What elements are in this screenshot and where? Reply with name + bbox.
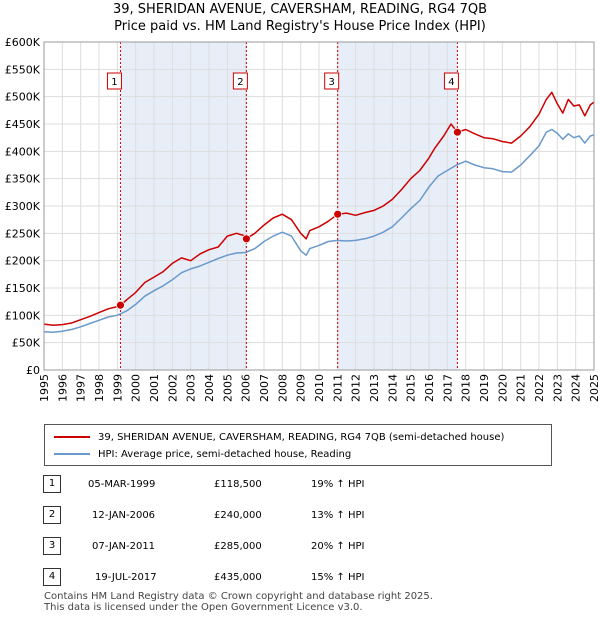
chart-title-line2: Price paid vs. HM Land Registry's House … xyxy=(114,19,486,34)
x-tick-label: 2005 xyxy=(221,374,234,402)
y-tick-label: £0 xyxy=(26,364,40,377)
x-tick-label: 1997 xyxy=(75,374,88,402)
transaction-number: 3 xyxy=(43,537,61,555)
x-tick-label: 2014 xyxy=(386,374,399,402)
transaction-price: £435,000 xyxy=(214,572,262,583)
sale-point xyxy=(333,209,343,219)
hpi-line xyxy=(43,128,595,334)
x-tick-label: 2022 xyxy=(533,374,546,402)
x-tick-label: 2016 xyxy=(423,374,436,402)
transaction-row: 4 19-JUL-2017 £435,000 15% ↑ HPI xyxy=(0,568,600,590)
transaction-date: 05-MAR-1999 xyxy=(88,479,156,490)
x-tick-label: 2012 xyxy=(350,374,363,402)
transaction-number: 4 xyxy=(43,568,61,586)
sale-marker-box xyxy=(232,72,248,90)
y-tick-label: £150K xyxy=(5,282,41,295)
y-tick-label: £350K xyxy=(5,173,41,186)
x-tick-label: 2002 xyxy=(166,374,179,402)
x-tick-label: 1995 xyxy=(38,374,51,402)
x-tick-label: 2024 xyxy=(570,374,583,402)
sale-marker-label: 1 xyxy=(111,77,117,88)
x-tick-label: 1998 xyxy=(93,374,106,402)
x-tick-label: 1996 xyxy=(56,374,69,402)
transaction-date: 19-JUL-2017 xyxy=(95,572,157,583)
legend-swatch-property xyxy=(54,436,90,438)
y-tick-label: £550K xyxy=(5,63,41,76)
transaction-price: £285,000 xyxy=(214,541,262,552)
x-tick-label: 2020 xyxy=(496,374,509,402)
x-tick-label: 2001 xyxy=(148,374,161,402)
x-tick-label: 2011 xyxy=(331,374,344,402)
x-tick-label: 2025 xyxy=(588,374,600,402)
plot-frame xyxy=(43,41,595,371)
x-tick-label: 2021 xyxy=(515,374,528,402)
x-tick-label: 2007 xyxy=(258,374,271,402)
transaction-date: 07-JAN-2011 xyxy=(92,541,156,552)
sale-marker-box xyxy=(324,72,340,90)
x-tick-label: 2008 xyxy=(276,374,289,402)
chart-title-line1: 39, SHERIDAN AVENUE, CAVERSHAM, READING,… xyxy=(113,2,487,17)
transaction-price: £118,500 xyxy=(214,479,262,490)
footer-licence: This data is licensed under the Open Gov… xyxy=(44,602,363,613)
legend-item-hpi: HPI: Average price, semi-detached house,… xyxy=(45,446,351,462)
x-tick-label: 2010 xyxy=(313,374,326,402)
transaction-number: 1 xyxy=(43,475,61,493)
price-chart: 1 2 3 4 £0 £50K £100K £150K £200K £250K £300K £350… xyxy=(5,36,600,402)
legend-item-property: 39, SHERIDAN AVENUE, CAVERSHAM, READING,… xyxy=(45,429,504,445)
transaction-hpi: 13% ↑ HPI xyxy=(311,510,365,521)
x-tick-label: 2009 xyxy=(295,374,308,402)
sale-point xyxy=(453,127,462,137)
sale-marker-label: 2 xyxy=(237,77,243,88)
x-tick-label: 2018 xyxy=(460,374,473,402)
transaction-hpi: 20% ↑ HPI xyxy=(311,541,365,552)
sale-marker-label: 4 xyxy=(448,77,454,88)
footer-copyright: Contains HM Land Registry data © Crown c… xyxy=(44,591,433,602)
transaction-number: 2 xyxy=(43,506,61,524)
x-tick-label: 2017 xyxy=(441,374,454,402)
legend-label-property: 39, SHERIDAN AVENUE, CAVERSHAM, READING,… xyxy=(98,431,505,443)
transaction-row: 2 12-JAN-2006 £240,000 13% ↑ HPI xyxy=(0,506,600,528)
transaction-hpi: 15% ↑ HPI xyxy=(311,572,365,583)
sale-marker-box xyxy=(106,72,122,90)
y-tick-label: £100K xyxy=(5,309,41,322)
x-tick-label: 2023 xyxy=(551,374,564,402)
transaction-hpi: 19% ↑ HPI xyxy=(311,479,365,490)
x-tick-label: 2013 xyxy=(368,374,381,402)
transaction-date: 12-JAN-2006 xyxy=(92,510,156,521)
y-tick-label: £200K xyxy=(5,255,41,268)
y-tick-label: £600K xyxy=(5,36,41,49)
y-tick-label: £50K xyxy=(12,337,41,350)
y-tick-label: £300K xyxy=(5,200,41,213)
x-tick-label: 2003 xyxy=(185,374,198,402)
y-tick-label: £500K xyxy=(5,91,41,104)
sale-marker-box xyxy=(443,72,459,90)
y-tick-label: £400K xyxy=(5,145,41,158)
transaction-price: £240,000 xyxy=(214,510,262,521)
x-tick-label: 2019 xyxy=(478,374,491,402)
x-tick-label: 2000 xyxy=(130,374,143,402)
transaction-row: 1 05-MAR-1999 £118,500 19% ↑ HPI xyxy=(0,475,600,497)
legend-swatch-hpi xyxy=(54,453,90,455)
sale-marker-label: 3 xyxy=(329,77,335,88)
sale-point xyxy=(241,234,251,244)
property-price-line xyxy=(43,91,595,326)
x-tick-label: 2004 xyxy=(203,374,216,402)
chart-legend: 39, SHERIDAN AVENUE, CAVERSHAM, READING,… xyxy=(44,424,552,466)
x-tick-label: 2006 xyxy=(240,374,253,402)
x-tick-label: 2015 xyxy=(405,374,418,402)
sale-point xyxy=(116,300,125,310)
x-tick-label: 1999 xyxy=(111,374,124,402)
legend-label-hpi: HPI: Average price, semi-detached house,… xyxy=(98,448,352,460)
transaction-row: 3 07-JAN-2011 £285,000 20% ↑ HPI xyxy=(0,537,600,559)
y-tick-label: £450K xyxy=(5,118,41,131)
y-tick-label: £250K xyxy=(5,227,41,240)
